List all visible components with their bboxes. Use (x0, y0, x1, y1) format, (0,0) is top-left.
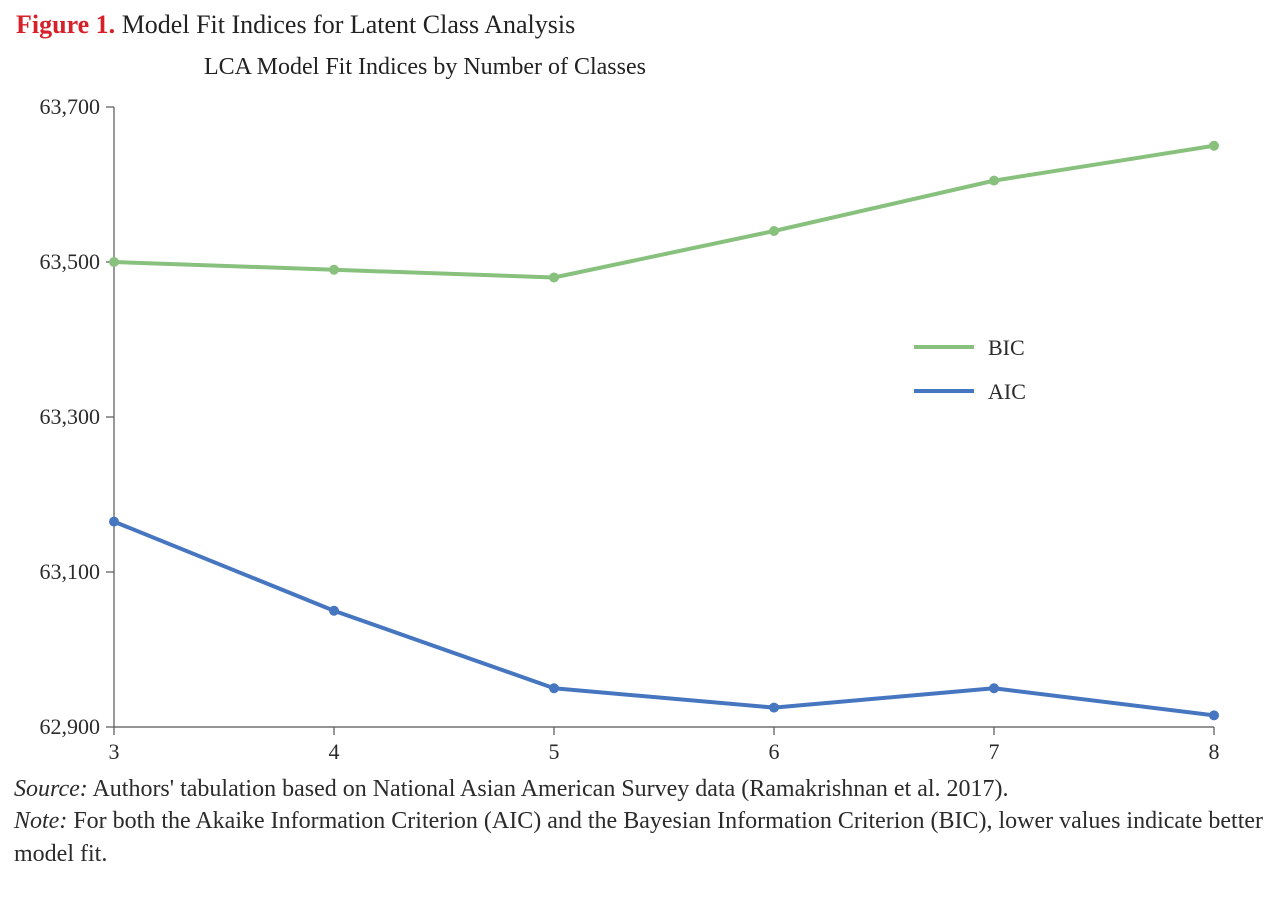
legend: BIC AIC (914, 335, 1026, 404)
y-tick-label: 62,900 (40, 714, 101, 739)
x-tick-label: 4 (329, 739, 340, 764)
series-marker-aic (1209, 710, 1219, 720)
figure-number: Figure 1. (16, 10, 115, 39)
x-tick-label: 5 (549, 739, 560, 764)
figure-footnotes: Source: Authors' tabulation based on Nat… (14, 773, 1266, 870)
series-marker-aic (329, 606, 339, 616)
note-text: For both the Akaike Information Criterio… (14, 808, 1263, 866)
series-line-bic (114, 146, 1214, 278)
source-line: Source: Authors' tabulation based on Nat… (14, 773, 1266, 805)
y-tick-label: 63,500 (40, 249, 101, 274)
series-marker-bic (989, 176, 999, 186)
figure-caption: Figure 1. Model Fit Indices for Latent C… (16, 10, 1266, 40)
x-tick-label: 3 (109, 739, 120, 764)
series-marker-aic (769, 703, 779, 713)
source-text: Authors' tabulation based on National As… (92, 776, 1008, 802)
x-tick-label: 8 (1209, 739, 1220, 764)
series-marker-aic (109, 517, 119, 527)
note-lead: Note: (14, 808, 67, 834)
source-lead: Source: (14, 776, 88, 802)
figure-caption-text: Model Fit Indices for Latent Class Analy… (122, 10, 576, 39)
note-line: Note: For both the Akaike Information Cr… (14, 805, 1266, 870)
figure-container: Figure 1. Model Fit Indices for Latent C… (0, 0, 1280, 910)
chart-title: LCA Model Fit Indices by Number of Class… (14, 54, 1266, 81)
y-tick-label: 63,700 (40, 94, 101, 119)
x-tick-label: 6 (769, 739, 780, 764)
series-marker-bic (109, 257, 119, 267)
x-tick-label: 7 (989, 739, 1000, 764)
series-marker-bic (329, 265, 339, 275)
y-tick-label: 63,100 (40, 559, 101, 584)
legend-label-aic: AIC (988, 379, 1026, 404)
chart-area: 62,900 63,100 63,300 63,500 63,700 3 4 5 6 7 8 BIC A… (14, 87, 1264, 767)
legend-label-bic: BIC (988, 335, 1025, 360)
series-marker-bic (1209, 141, 1219, 151)
series-marker-bic (549, 273, 559, 283)
series-marker-aic (549, 683, 559, 693)
series-marker-bic (769, 226, 779, 236)
y-tick-label: 63,300 (40, 404, 101, 429)
series-marker-aic (989, 683, 999, 693)
line-chart-svg: 62,900 63,100 63,300 63,500 63,700 3 4 5 6 7 8 BIC A… (14, 87, 1264, 767)
series-line-aic (114, 522, 1214, 716)
